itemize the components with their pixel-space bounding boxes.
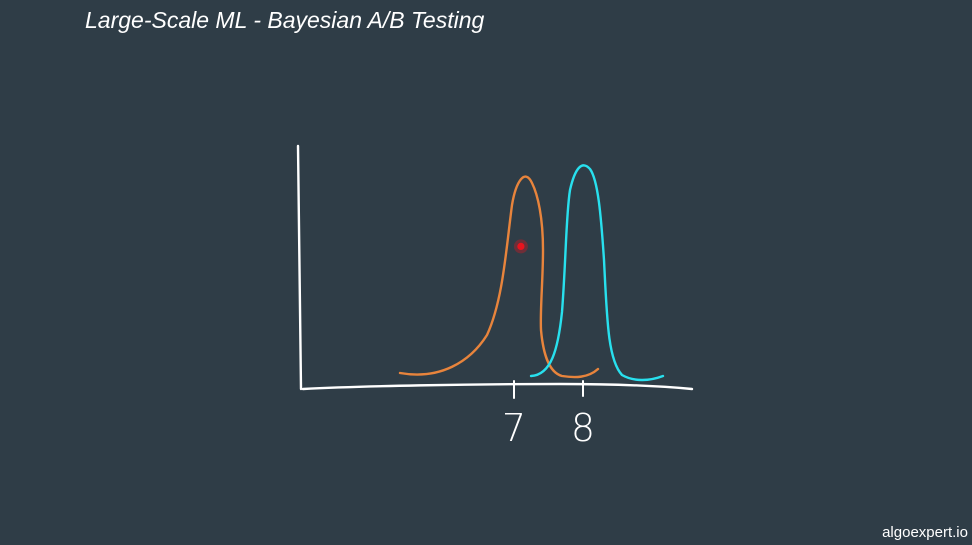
x-tick-label-7: 7 xyxy=(502,406,526,450)
series-cyan-curve xyxy=(529,164,665,382)
data-point-marker xyxy=(513,239,528,254)
slide-title: Large-Scale ML - Bayesian A/B Testing xyxy=(85,7,485,33)
series-orange-curve xyxy=(398,175,600,379)
x-axis xyxy=(301,382,694,391)
watermark: algoexpert.io xyxy=(882,524,968,541)
x-tick-label-8: 8 xyxy=(571,406,595,450)
y-axis xyxy=(296,144,303,391)
